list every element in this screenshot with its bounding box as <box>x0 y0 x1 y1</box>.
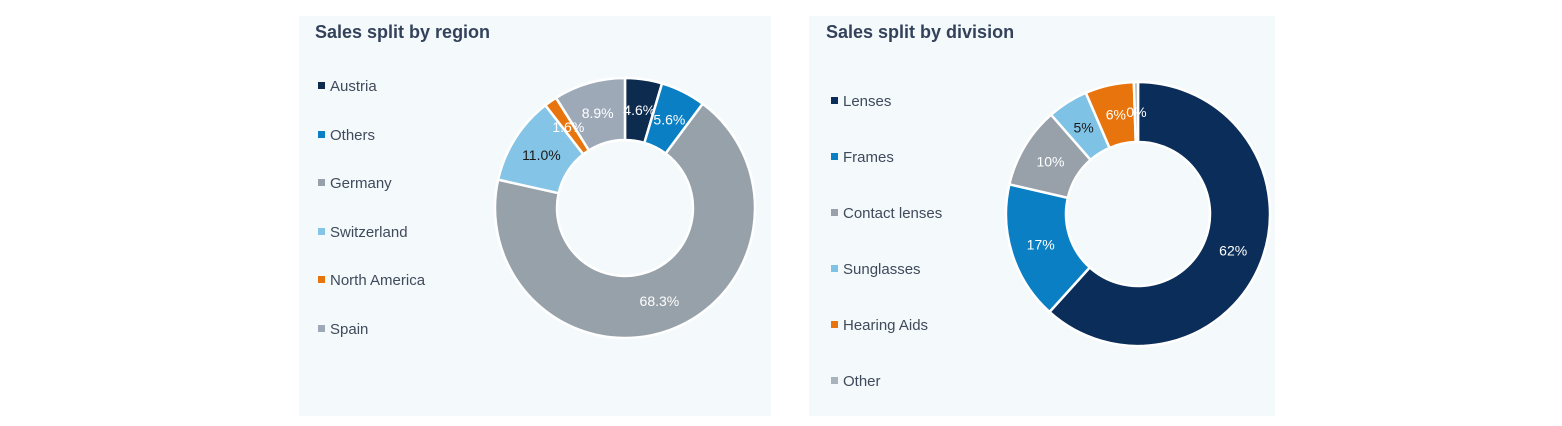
division-chart-title: Sales split by division <box>826 22 1015 42</box>
legend-swatch <box>831 377 838 384</box>
data-label-austria: 4.6% <box>623 102 655 118</box>
legend-swatch <box>318 227 325 235</box>
legend-swatch <box>831 209 838 216</box>
data-label-sunglasses: 5% <box>1073 120 1093 136</box>
legend-swatch <box>831 153 838 160</box>
region-chart-panel: Sales split by region Austria Others Germa… <box>299 16 771 416</box>
legend-label: Sunglasses <box>843 261 921 278</box>
legend-swatch <box>831 97 838 104</box>
legend-label: Switzerland <box>330 223 408 241</box>
data-label-frames: 17% <box>1027 237 1055 253</box>
data-label-hearing-aids: 6% <box>1106 106 1126 122</box>
data-label-others: 5.6% <box>653 112 685 128</box>
data-label-north-america: 1.6% <box>552 119 584 135</box>
slice-germany <box>493 102 757 340</box>
legend-swatch <box>318 179 325 186</box>
legend-item-other: Other <box>831 373 881 391</box>
slice-other <box>1132 80 1140 144</box>
legend-label: Contact lenses <box>843 205 943 222</box>
legend-label: Germany <box>330 175 392 192</box>
legend-swatch <box>318 130 325 138</box>
region-chart-title: Sales split by region <box>315 22 491 42</box>
legend-swatch <box>318 82 325 89</box>
legend-label: Austria <box>330 78 377 95</box>
legend-label: Spain <box>330 320 369 338</box>
data-label-spain: 8.9% <box>582 105 614 121</box>
slice-spain <box>554 76 627 153</box>
slice-lenses <box>1047 80 1272 348</box>
legend-label: Others <box>330 126 376 144</box>
legend-item-contact-lenses: Contact lenses <box>831 205 942 223</box>
legend-item-switzerland: Switzerland <box>318 224 408 242</box>
data-label-switzerland: 11.0% <box>522 147 561 163</box>
legend-item-north-america: North America <box>318 272 425 290</box>
legend-swatch <box>318 324 325 332</box>
data-label-germany: 68.3% <box>640 293 680 309</box>
legend-label: North America <box>330 272 426 289</box>
legend-item-spain: Spain <box>318 321 368 339</box>
legend-swatch <box>831 265 838 272</box>
legend-item-germany: Germany <box>318 175 392 193</box>
data-label-lenses: 62% <box>1219 243 1247 259</box>
legend-label: Hearing Aids <box>843 317 929 334</box>
legend-item-others: Others <box>318 127 375 145</box>
legend-label: Frames <box>843 149 894 166</box>
legend-item-frames: Frames <box>831 149 894 167</box>
legend-swatch <box>831 321 838 328</box>
region-donut-chart: 4.6%5.6% 68.3% 11.0% 1.6%8.9% <box>493 76 757 340</box>
legend-label: Lenses <box>843 93 892 110</box>
data-label-other: 0% <box>1126 104 1146 120</box>
legend-item-hearing-aids: Hearing Aids <box>831 317 928 335</box>
legend-label: Other <box>843 373 881 390</box>
legend-item-lenses: Lenses <box>831 93 891 111</box>
division-donut-chart: 62% 17% 10% 5% 6% 0% <box>1004 80 1272 348</box>
division-chart-panel: Sales split by division Lenses Frames Cont… <box>809 16 1275 416</box>
legend-item-sunglasses: Sunglasses <box>831 261 921 279</box>
legend-item-austria: Austria <box>318 78 377 96</box>
data-label-contact-lenses: 10% <box>1036 154 1064 170</box>
legend-swatch <box>318 276 325 283</box>
